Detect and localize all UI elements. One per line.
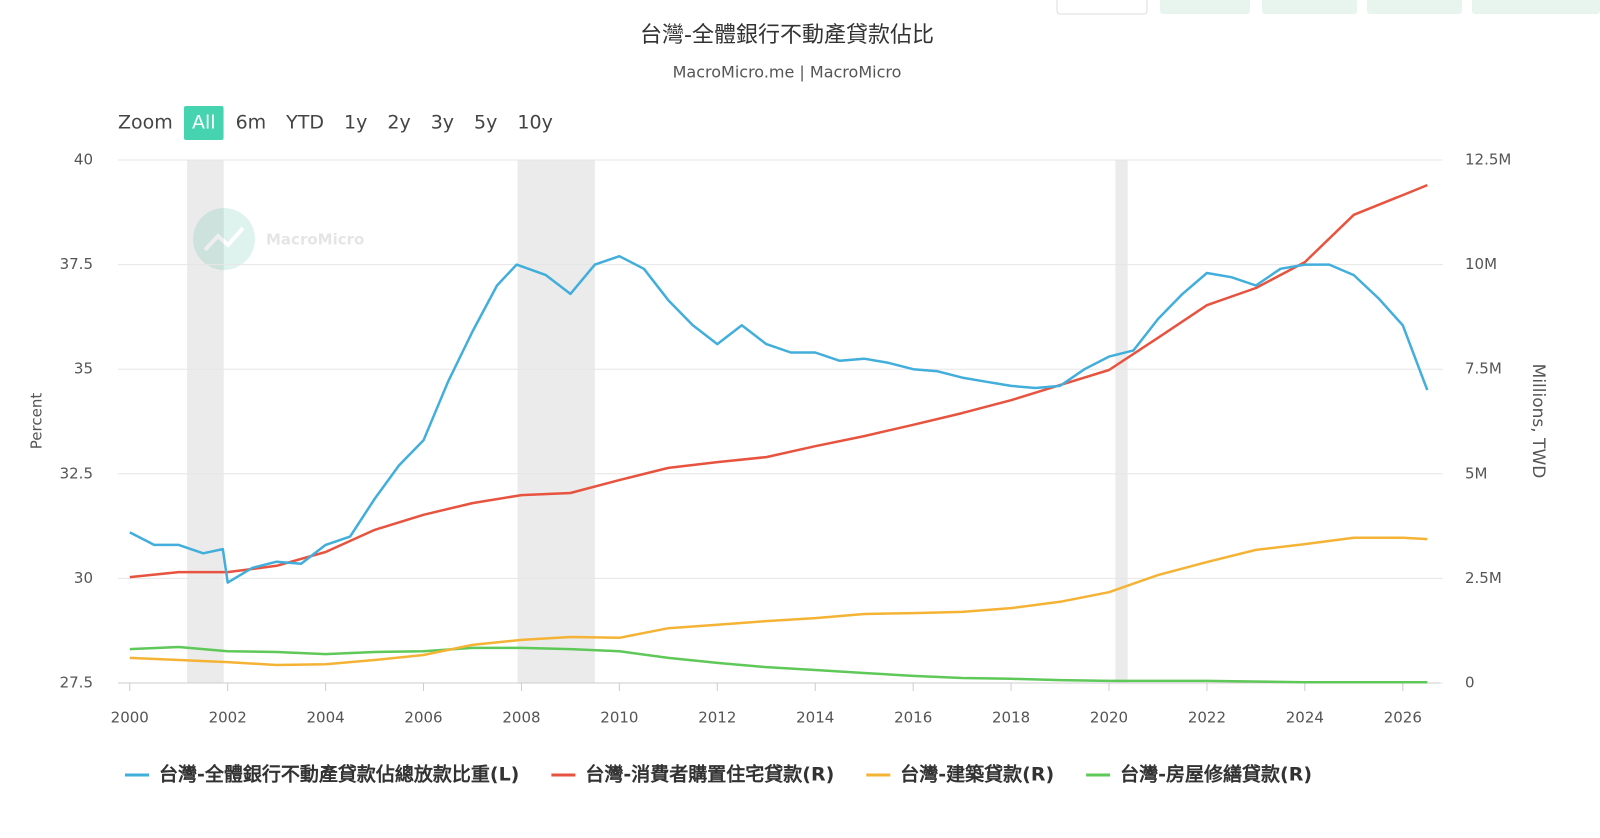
x-tick-label: 2020: [1090, 709, 1128, 727]
x-tick-label: 2000: [111, 709, 149, 727]
zoom-button-label: 1y: [344, 112, 367, 134]
legend-item[interactable]: 台灣-建築貸款(R): [866, 763, 1054, 786]
zoom-button-label: YTD: [285, 112, 324, 134]
series-line: [129, 536, 1428, 667]
shaded-period: [1115, 160, 1128, 683]
x-tick-label: 2024: [1286, 709, 1324, 727]
zoom-button[interactable]: 1y: [336, 106, 375, 140]
y-tick-label: 27.5: [60, 674, 93, 692]
y2-tick-label: 0: [1465, 674, 1475, 692]
x-tick-label: 2014: [796, 709, 834, 727]
x-tick-label: 2012: [698, 709, 736, 727]
y2-tick-label: 2.5M: [1465, 569, 1502, 587]
zoom-button[interactable]: 2y: [379, 106, 418, 140]
legend-label: 台灣-全體銀行不動產貸款佔總放款比重(L): [159, 763, 519, 786]
y2-tick-label: 7.5M: [1465, 360, 1502, 378]
watermark-text: MacroMicro: [266, 231, 364, 249]
zoom-button-label: 3y: [431, 112, 454, 134]
zoom-button-label: 2y: [387, 112, 410, 134]
y-tick-label: 32.5: [60, 464, 93, 482]
x-tick-label: 2016: [894, 709, 932, 727]
zoom-button[interactable]: YTD: [278, 106, 332, 140]
x-tick-label: 2006: [404, 709, 442, 727]
y2-tick-label: 5M: [1465, 464, 1488, 482]
x-tick-label: 2018: [992, 709, 1030, 727]
x-tick-label: 2002: [209, 709, 247, 727]
zoom-button-label: All: [192, 112, 216, 134]
series-line: [129, 645, 1428, 684]
y-tick-label: 40: [74, 151, 93, 169]
x-tick-label: 2010: [600, 709, 638, 727]
legend-item[interactable]: 台灣-房屋修繕貸款(R): [1086, 763, 1312, 786]
chart-title: 台灣-全體銀行不動產貸款佔比: [640, 23, 934, 48]
zoom-button-label: 5y: [474, 112, 497, 134]
x-tick-label: 2004: [307, 709, 345, 727]
y-tick-label: 37.5: [60, 255, 93, 273]
legend-label: 台灣-消費者購置住宅貸款(R): [585, 763, 834, 786]
y-axis-title: Percent: [28, 393, 46, 450]
zoom-button-bg: [184, 106, 224, 140]
shaded-period: [187, 160, 224, 683]
zoom-button-label: 6m: [236, 112, 267, 134]
shaded-period: [517, 160, 595, 683]
y2-tick-label: 10M: [1465, 255, 1497, 273]
chart-subtitle: MacroMicro.me | MacroMicro: [673, 63, 902, 82]
zoom-button[interactable]: All: [184, 106, 224, 140]
series-line: [129, 183, 1428, 579]
x-tick-label: 2008: [502, 709, 540, 727]
x-tick-label: 2022: [1188, 709, 1226, 727]
zoom-button[interactable]: 10y: [509, 106, 560, 140]
zoom-button[interactable]: 5y: [466, 106, 505, 140]
watermark: MacroMicro: [193, 208, 364, 270]
zoom-label: Zoom: [118, 112, 173, 134]
y2-axis-title: Millions, TWD: [1528, 364, 1548, 479]
series-line: [129, 254, 1429, 584]
zoom-button[interactable]: 6m: [228, 106, 275, 140]
y2-tick-label: 12.5M: [1465, 151, 1511, 169]
legend-item[interactable]: 台灣-消費者購置住宅貸款(R): [551, 763, 834, 786]
x-tick-label: 2026: [1384, 709, 1422, 727]
legend-item[interactable]: 台灣-全體銀行不動產貸款佔總放款比重(L): [125, 763, 519, 786]
zoom-button-label: 10y: [517, 112, 552, 134]
y-tick-label: 30: [74, 569, 93, 587]
toolbar: [1056, 0, 1600, 15]
zoom-button[interactable]: 3y: [423, 106, 462, 140]
legend-label: 台灣-建築貸款(R): [900, 763, 1054, 786]
y-tick-label: 35: [74, 360, 93, 378]
legend-label: 台灣-房屋修繕貸款(R): [1120, 763, 1312, 786]
